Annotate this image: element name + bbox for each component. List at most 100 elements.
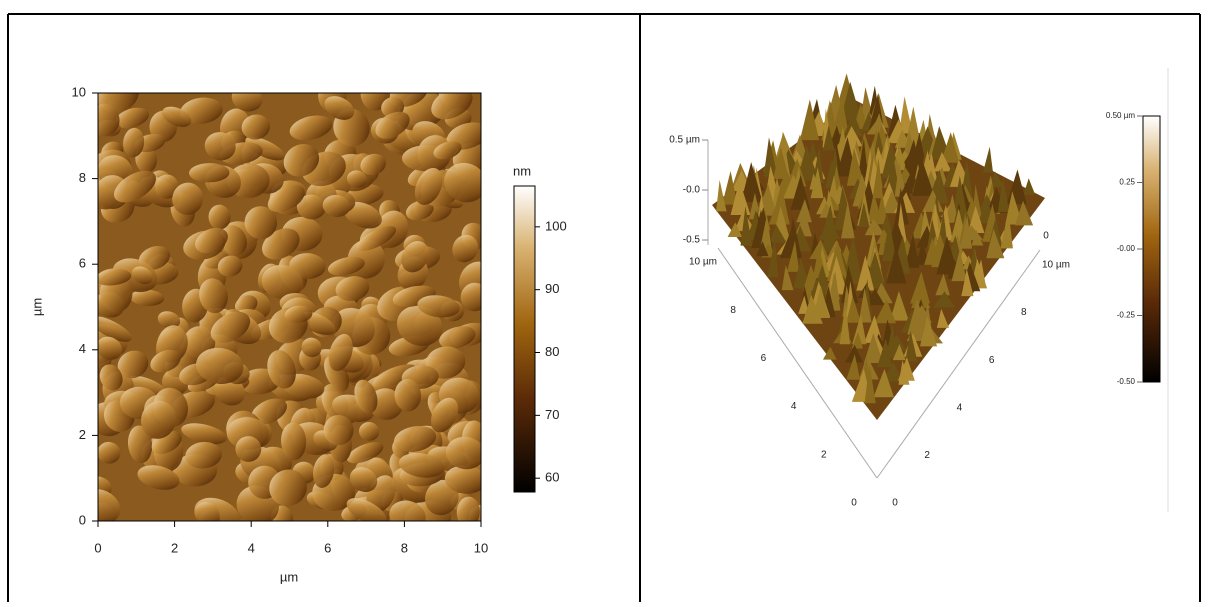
grain [394,378,422,412]
x-tick-label: 4 [248,540,255,555]
grain [113,170,156,203]
grain [354,379,378,414]
grain [194,502,220,521]
grain [343,201,382,229]
grain [180,97,223,125]
grain [281,422,307,461]
peak [722,170,738,205]
grain [267,184,305,213]
peak [1000,210,1013,249]
grain [405,200,434,221]
grain [115,107,149,129]
peak [919,315,938,347]
y-tick-label: 8 [1021,307,1027,318]
peak [873,368,894,398]
peak [866,288,885,306]
axis-line [876,249,1041,479]
grain [346,442,384,464]
peak [858,287,872,323]
grain [244,136,285,161]
peak [894,187,910,225]
grain [241,114,270,140]
peak [861,87,873,115]
y-tick-label: 6 [79,256,86,271]
grain [131,266,153,285]
grain [217,255,243,277]
grain [150,349,181,373]
grain [460,282,481,312]
grain [231,93,263,112]
peak [874,299,897,324]
peak [881,220,897,262]
peak [812,146,824,184]
peak [756,241,769,257]
grain [98,93,140,113]
peak [877,338,893,368]
peak [1023,178,1036,195]
peak [988,171,1005,188]
peak [889,290,909,321]
peak [846,354,861,380]
grain [349,467,378,492]
peak [971,229,984,246]
grain [98,441,121,464]
y-tick-label: 4 [957,402,963,413]
z-tick-label: 0.5 µm [669,135,700,146]
grain [204,132,236,161]
peak [740,206,753,246]
grain [162,106,192,127]
x-tick-label: 8 [401,540,408,555]
peak [864,364,876,404]
peak [951,249,967,282]
grain [267,350,296,389]
grain [196,347,244,384]
peak [997,177,1010,212]
peak [864,218,886,236]
peak [841,201,855,239]
peak [831,97,849,134]
grain [358,422,380,441]
grain [433,141,462,160]
peak [894,162,907,197]
peak [858,202,870,227]
back-tick-label: 0 [1043,231,1049,242]
grain [414,167,443,205]
peak [842,112,863,137]
grain [98,103,120,137]
grain [346,498,387,521]
grain [137,465,180,490]
peak [856,255,875,291]
grain [327,256,365,276]
grain [360,153,386,176]
grain [445,436,481,470]
x-tick-label: 0 [94,540,101,555]
frame [7,13,1201,602]
grain [98,336,123,360]
z-tick-label: -0.5 [683,235,701,246]
grain [324,96,355,120]
colorbar [1142,115,1161,383]
x-tick-label: 0 [851,498,857,509]
peak [767,239,779,278]
colorbar-tick-label: -0.00 [1117,244,1136,253]
grain [235,436,262,462]
afm-image [98,93,481,521]
grain [401,240,429,273]
grain [452,234,479,263]
peak [933,291,956,308]
grain [157,311,181,329]
grain [284,305,313,323]
peak [802,294,823,324]
peak [936,308,950,328]
colorbar-tick-label: 0.50 µm [1106,111,1135,120]
surface [712,73,1045,420]
grain [296,194,326,220]
grain [98,489,121,521]
grain [346,170,368,188]
grain [189,163,230,183]
grain [140,400,176,439]
peak [934,152,952,172]
peak [781,264,794,291]
x-axis-label: µm [280,569,298,584]
